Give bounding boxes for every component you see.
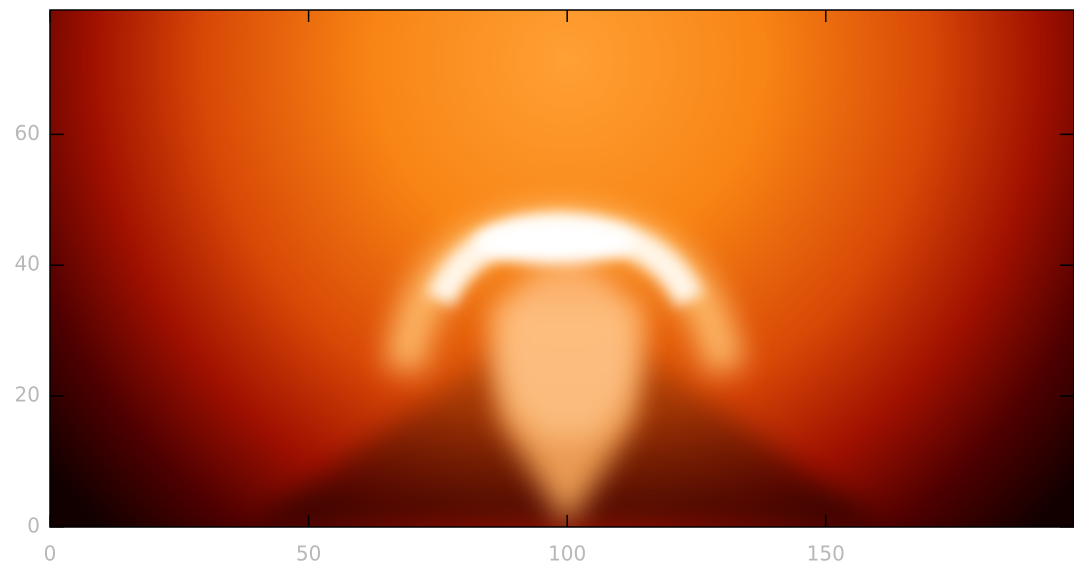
y-tick-label: 40 <box>15 252 40 276</box>
plot-frame <box>49 9 1074 528</box>
y-tick-label: 0 <box>27 514 40 538</box>
x-tick-label: 0 <box>44 542 57 566</box>
x-tick-label: 50 <box>296 542 321 566</box>
x-tick-label: 150 <box>807 542 845 566</box>
heatmap-image <box>50 10 1074 527</box>
y-tick-label: 20 <box>15 383 40 407</box>
y-tick-label: 60 <box>15 121 40 145</box>
x-tick-label: 100 <box>548 542 586 566</box>
